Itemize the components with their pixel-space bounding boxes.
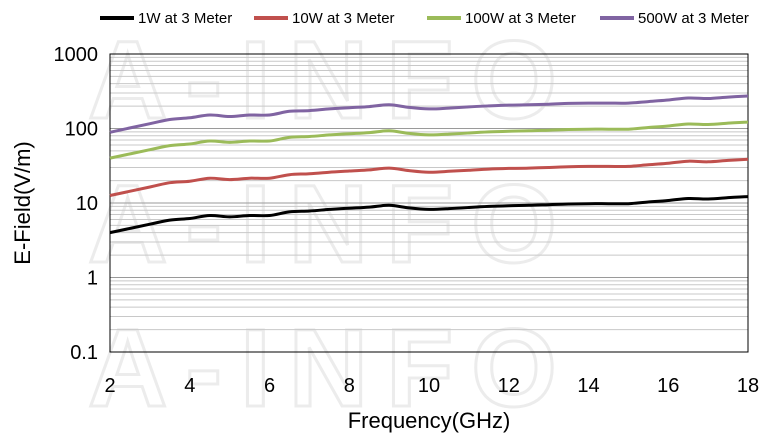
- x-axis-title: Frequency(GHz): [348, 408, 511, 433]
- x-tick-label: 12: [498, 375, 520, 397]
- series-line: [109, 120, 749, 160]
- y-tick-label: 1000: [54, 44, 99, 66]
- watermark: A-INFO A-INFO A-INFO: [87, 18, 575, 432]
- y-tick-label: 100: [65, 119, 98, 141]
- series-line: [109, 157, 749, 197]
- y-tick-label: 0.1: [70, 342, 98, 364]
- watermark-text: A-INFO: [88, 307, 575, 430]
- legend-label: 10W at 3 Meter: [292, 10, 395, 27]
- y-axis-ticks: 0.1 1 10 100 1000: [54, 44, 99, 364]
- y-axis-title: E-Field(V/m): [10, 141, 35, 264]
- x-tick-label: 16: [657, 375, 679, 397]
- legend-label: 1W at 3 Meter: [138, 10, 232, 27]
- x-tick-label: 4: [184, 375, 195, 397]
- x-tick-label: 18: [737, 375, 759, 397]
- series-line: [109, 94, 749, 134]
- watermark-text: A-INFO: [88, 163, 575, 286]
- y-tick-label: 1: [87, 268, 98, 290]
- x-axis-ticks: 2 4 6 8 10 12 14 16 18: [104, 375, 759, 397]
- x-tick-label: 2: [104, 375, 115, 397]
- plot-frame: [109, 53, 749, 353]
- series-lines: [109, 94, 749, 235]
- x-tick-label: 14: [577, 375, 599, 397]
- legend-label: 500W at 3 Meter: [638, 10, 749, 27]
- x-tick-label: 8: [344, 375, 355, 397]
- y-tick-label: 10: [76, 193, 98, 215]
- x-tick-label: 10: [418, 375, 440, 397]
- legend-label: 100W at 3 Meter: [465, 10, 576, 27]
- legend: 1W at 3 Meter 10W at 3 Meter 100W at 3 Met…: [100, 10, 749, 27]
- series-line: [109, 195, 749, 235]
- x-tick-label: 6: [264, 375, 275, 397]
- grid: [110, 56, 748, 331]
- watermark-text: A-INFO: [88, 19, 575, 142]
